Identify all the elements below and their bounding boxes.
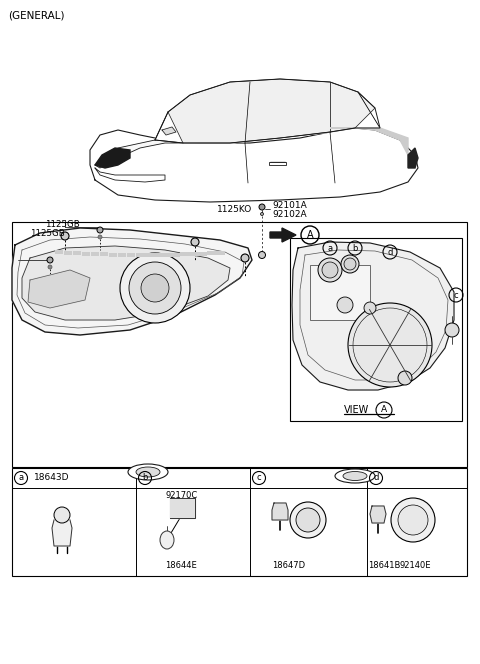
Circle shape bbox=[318, 258, 342, 282]
Bar bbox=[12, 222, 467, 467]
Circle shape bbox=[341, 255, 359, 273]
Text: c: c bbox=[454, 291, 458, 299]
Circle shape bbox=[391, 498, 435, 542]
Bar bbox=[290, 238, 462, 421]
Ellipse shape bbox=[343, 471, 367, 481]
Bar bbox=[198, 252, 206, 256]
Text: a: a bbox=[327, 244, 333, 252]
Text: c: c bbox=[257, 473, 261, 483]
Ellipse shape bbox=[160, 531, 174, 549]
Bar bbox=[144, 253, 153, 257]
Circle shape bbox=[61, 232, 69, 240]
Circle shape bbox=[129, 262, 181, 314]
Polygon shape bbox=[28, 270, 90, 308]
Circle shape bbox=[398, 505, 428, 535]
Circle shape bbox=[296, 508, 320, 532]
Text: 92102A: 92102A bbox=[272, 210, 307, 218]
Text: a: a bbox=[18, 473, 24, 483]
Polygon shape bbox=[95, 148, 130, 168]
Circle shape bbox=[47, 257, 53, 263]
Text: 92140E: 92140E bbox=[400, 560, 432, 570]
Circle shape bbox=[98, 235, 102, 239]
Bar bbox=[12, 468, 467, 576]
Circle shape bbox=[290, 502, 326, 538]
Text: 92101A: 92101A bbox=[272, 201, 307, 210]
Circle shape bbox=[344, 258, 356, 270]
Ellipse shape bbox=[335, 469, 375, 483]
Circle shape bbox=[445, 323, 459, 337]
Text: d: d bbox=[387, 248, 393, 256]
Text: 1125GB: 1125GB bbox=[30, 228, 65, 238]
Circle shape bbox=[348, 303, 432, 387]
Circle shape bbox=[191, 238, 199, 246]
Text: 92170C: 92170C bbox=[165, 491, 197, 499]
Bar bbox=[216, 251, 225, 255]
Bar bbox=[64, 251, 72, 255]
Polygon shape bbox=[170, 498, 195, 518]
Text: (GENERAL): (GENERAL) bbox=[8, 10, 64, 20]
Polygon shape bbox=[370, 506, 386, 523]
Polygon shape bbox=[330, 128, 408, 155]
Bar bbox=[207, 251, 216, 255]
Bar bbox=[180, 252, 189, 256]
Circle shape bbox=[259, 204, 265, 210]
Circle shape bbox=[398, 371, 412, 385]
Text: b: b bbox=[142, 473, 148, 483]
Bar bbox=[91, 252, 99, 256]
Circle shape bbox=[364, 302, 376, 314]
Circle shape bbox=[54, 507, 70, 523]
Polygon shape bbox=[12, 228, 252, 335]
Polygon shape bbox=[22, 246, 230, 320]
Circle shape bbox=[322, 262, 338, 278]
Ellipse shape bbox=[136, 467, 160, 477]
Bar bbox=[82, 252, 90, 256]
Text: VIEW: VIEW bbox=[344, 405, 369, 415]
Text: A: A bbox=[307, 230, 313, 240]
Text: 18644E: 18644E bbox=[165, 560, 197, 570]
Polygon shape bbox=[155, 79, 380, 143]
Bar bbox=[189, 252, 198, 256]
Text: b: b bbox=[352, 244, 358, 252]
Bar bbox=[73, 251, 81, 255]
Text: d: d bbox=[373, 473, 379, 483]
Polygon shape bbox=[408, 148, 418, 168]
Bar bbox=[108, 252, 117, 256]
Polygon shape bbox=[90, 128, 418, 202]
Ellipse shape bbox=[128, 464, 168, 480]
Circle shape bbox=[120, 253, 190, 323]
Bar bbox=[154, 253, 162, 257]
Circle shape bbox=[141, 274, 169, 302]
Polygon shape bbox=[272, 503, 288, 520]
Polygon shape bbox=[95, 140, 183, 168]
Text: 1125GB: 1125GB bbox=[45, 220, 80, 228]
Bar bbox=[171, 252, 180, 256]
Polygon shape bbox=[162, 127, 176, 135]
Polygon shape bbox=[52, 520, 72, 546]
Circle shape bbox=[353, 308, 427, 382]
Circle shape bbox=[48, 265, 52, 269]
Bar bbox=[310, 265, 370, 320]
Bar bbox=[100, 252, 108, 256]
Text: A: A bbox=[381, 406, 387, 414]
Circle shape bbox=[261, 212, 264, 216]
Circle shape bbox=[337, 297, 353, 313]
Circle shape bbox=[97, 227, 103, 233]
Bar bbox=[162, 253, 171, 257]
Polygon shape bbox=[270, 228, 296, 242]
Polygon shape bbox=[168, 79, 375, 143]
Polygon shape bbox=[292, 242, 454, 390]
Text: 1125KO: 1125KO bbox=[217, 205, 252, 214]
Circle shape bbox=[241, 254, 249, 262]
Bar bbox=[127, 253, 135, 257]
Bar bbox=[135, 253, 144, 257]
Circle shape bbox=[259, 252, 265, 258]
Text: 18641B: 18641B bbox=[368, 560, 400, 570]
Bar bbox=[55, 250, 63, 254]
Text: 18647D: 18647D bbox=[272, 560, 305, 570]
Text: 18643D: 18643D bbox=[34, 473, 70, 483]
Bar bbox=[118, 253, 126, 257]
Bar bbox=[269, 162, 286, 165]
